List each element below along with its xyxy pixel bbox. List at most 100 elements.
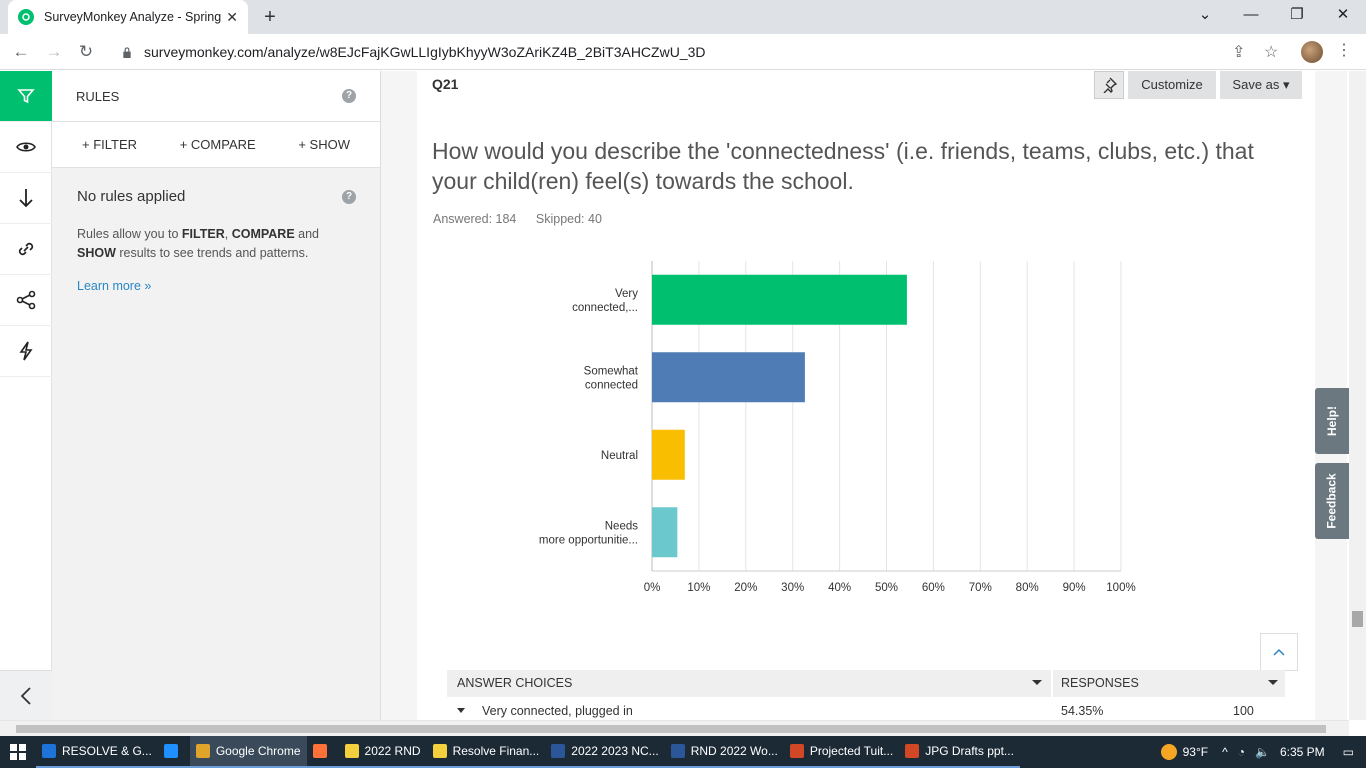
taskbar-item[interactable]	[306, 736, 339, 768]
tray-chevron-icon[interactable]: ^	[1222, 745, 1228, 759]
system-tray: 93°F ^ ◔ 🔈 6:35 PM ▭	[1160, 736, 1366, 768]
app-icon	[905, 744, 920, 758]
app-icon	[551, 744, 566, 758]
download-rail-button[interactable]	[0, 173, 52, 224]
feedback-tab[interactable]: Feedback	[1315, 463, 1349, 539]
taskbar-item-label: Projected Tuit...	[809, 744, 894, 758]
add-compare-button[interactable]: + COMPARE	[179, 137, 256, 152]
question-title: How would you describe the 'connectednes…	[432, 138, 1254, 194]
pin-button[interactable]	[1094, 71, 1124, 99]
expand-caret-icon[interactable]	[457, 708, 465, 713]
taskbar-item[interactable]	[157, 736, 190, 768]
forward-button[interactable]: →	[45, 42, 63, 61]
insights-rail-button[interactable]	[0, 326, 52, 377]
question-number: Q21	[432, 76, 459, 92]
collapse-panel-button[interactable]	[0, 670, 52, 720]
save-as-button[interactable]: Save as ▾	[1220, 71, 1302, 99]
answered-count: Answered: 184	[433, 212, 517, 226]
taskbar-item[interactable]: Resolve Finan...	[426, 736, 546, 768]
browser-tab-bar: SurveyMonkey Analyze - Spring 2 ✕ + ⌄ — …	[0, 0, 1366, 34]
customize-button[interactable]: Customize	[1128, 71, 1216, 99]
views-rail-button[interactable]	[0, 122, 52, 173]
x-tick-label: 20%	[734, 582, 757, 594]
share-rail-button[interactable]	[0, 275, 52, 326]
add-filter-button[interactable]: + FILTER	[82, 137, 138, 152]
new-tab-button[interactable]: +	[264, 6, 276, 28]
taskbar-item[interactable]: 2022 2023 NC...	[545, 736, 665, 768]
taskbar-item[interactable]: Projected Tuit...	[783, 736, 900, 768]
bar[interactable]	[652, 507, 678, 558]
weather-temp[interactable]: 93°F	[1182, 745, 1209, 759]
app-icon	[344, 744, 359, 758]
chrome-menu-icon[interactable]: ⋮	[1336, 42, 1352, 59]
network-icon[interactable]: ◔	[1237, 745, 1245, 759]
category-label: more opportunitie...	[539, 534, 638, 546]
bar[interactable]	[652, 352, 805, 403]
question-card: Q21 Customize Save as ▾ How would you de…	[417, 71, 1315, 720]
reload-button[interactable]: ↻	[78, 42, 94, 61]
rules-description: Rules allow you to FILTER, COMPARE and S…	[77, 227, 320, 260]
add-show-button[interactable]: + SHOW	[298, 137, 350, 152]
close-tab-icon[interactable]: ✕	[226, 8, 238, 25]
taskbar-item[interactable]: JPG Drafts ppt...	[899, 736, 1020, 768]
taskbar-item[interactable]: 2022 RND	[338, 736, 427, 768]
x-tick-label: 0%	[644, 582, 661, 594]
minimize-button[interactable]: —	[1243, 6, 1259, 23]
rule-actions: + FILTER + COMPARE + SHOW	[52, 122, 380, 168]
profile-avatar[interactable]	[1301, 41, 1323, 63]
filter-rail-button[interactable]	[0, 71, 52, 122]
x-tick-label: 80%	[1016, 582, 1039, 594]
response-stats: Answered: 184 Skipped: 40	[433, 212, 618, 226]
windows-taskbar: RESOLVE & G... Google Chrome 2022 RND Resol…	[0, 736, 1366, 768]
clock[interactable]: 6:35 PM	[1279, 745, 1325, 759]
link-rail-button[interactable]	[0, 224, 52, 275]
back-button[interactable]: ←	[12, 42, 30, 61]
url-field[interactable]: surveymonkey.com/analyze/w8EJcFajKGwLLIg…	[112, 38, 1292, 66]
help-tab[interactable]: Help!	[1315, 388, 1349, 454]
tab-title: SurveyMonkey Analyze - Spring 2	[44, 10, 224, 24]
bar[interactable]	[652, 429, 685, 480]
taskbar-item[interactable]: RESOLVE & G...	[36, 736, 158, 768]
filter-icon	[17, 89, 35, 104]
main-content: Q21 Customize Save as ▾ How would you de…	[381, 71, 1347, 720]
learn-more-link[interactable]: Learn more »	[77, 279, 152, 293]
skipped-count: Skipped: 40	[535, 212, 602, 226]
table-row[interactable]: Very connected, plugged in 54.35% 100	[447, 701, 1285, 721]
bookmark-star-icon[interactable]: ☆	[1264, 44, 1279, 61]
start-button[interactable]	[0, 736, 36, 768]
app-icon	[670, 744, 685, 758]
scroll-to-top-button[interactable]	[1260, 633, 1298, 671]
link-icon	[18, 242, 34, 256]
taskbar-item-label: RND 2022 Wo...	[690, 744, 778, 758]
bar[interactable]	[652, 274, 907, 325]
horizontal-scrollbar[interactable]	[0, 720, 1349, 736]
category-label: Needs	[605, 520, 638, 532]
taskbar-item[interactable]: RND 2022 Wo...	[664, 736, 784, 768]
vertical-scrollbar[interactable]	[1349, 71, 1366, 720]
answer-choices-header[interactable]: ANSWER CHOICES	[457, 676, 573, 690]
windows-logo-icon	[10, 744, 26, 760]
help-question-icon[interactable]: ?	[342, 189, 356, 204]
tab-search-icon[interactable]: ⌄	[1198, 6, 1212, 23]
rules-title: RULES	[76, 88, 120, 104]
lightning-icon	[19, 341, 33, 361]
app-icon	[42, 744, 56, 758]
help-question-icon[interactable]: ?	[342, 89, 356, 103]
responses-header[interactable]: RESPONSES	[1061, 676, 1139, 690]
x-tick-label: 90%	[1063, 582, 1086, 594]
sort-responses-icon[interactable]	[1268, 680, 1278, 685]
rules-header: RULES ?	[52, 71, 380, 122]
taskbar-item-label: 2022 RND	[364, 744, 421, 758]
close-window-button[interactable]: ✕	[1336, 6, 1350, 23]
app-icon	[312, 744, 327, 758]
taskbar-item[interactable]: Google Chrome	[189, 736, 307, 768]
sort-choices-icon[interactable]	[1032, 680, 1042, 685]
browser-tab[interactable]: SurveyMonkey Analyze - Spring 2 ✕	[8, 0, 248, 34]
restore-button[interactable]: ❐	[1290, 6, 1304, 23]
bar-chart: 0% 10% 20% 30% 40% 50% 60% 70% 80% 90% 100% Very con…	[539, 261, 1136, 594]
volume-icon[interactable]: 🔈	[1255, 745, 1270, 759]
notifications-icon[interactable]: ▭	[1342, 745, 1354, 759]
lock-icon	[123, 46, 131, 58]
no-rules-title: No rules applied	[77, 188, 186, 205]
share-icon[interactable]: ⇪	[1232, 44, 1246, 61]
